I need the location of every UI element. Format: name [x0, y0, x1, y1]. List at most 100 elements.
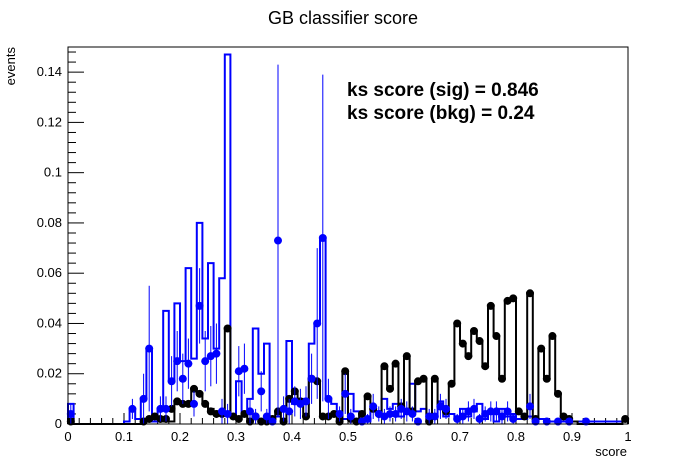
bkg-data-point	[542, 417, 551, 426]
sig-data-point	[520, 412, 529, 421]
bkg-data-point	[526, 402, 534, 411]
bkg-data-point	[246, 407, 254, 416]
bkg-data-point	[503, 407, 512, 416]
sig-data-point	[330, 409, 338, 418]
sig-data-point	[514, 407, 523, 416]
bkg-data-point	[128, 404, 137, 413]
sig-data-point	[391, 359, 400, 368]
bkg-data-point	[139, 394, 148, 403]
sig-data-point	[537, 344, 546, 353]
sig-data-point	[363, 392, 372, 401]
sig-data-point	[453, 319, 462, 328]
sig-data-point	[195, 389, 204, 398]
bkg-data-point	[190, 399, 198, 408]
y-tick-label: 0.1	[44, 165, 62, 180]
sig-data-point	[419, 374, 428, 383]
sig-data-point	[201, 399, 210, 408]
bkg-data-point	[274, 236, 282, 245]
bkg-data-point	[195, 301, 204, 310]
sig-data-point	[358, 409, 366, 418]
y-tick-label: 0	[55, 416, 62, 431]
bkg-data-point	[498, 412, 506, 421]
sig-data-point	[190, 384, 198, 393]
bkg-data-point	[582, 417, 590, 426]
sig-data-point	[167, 404, 176, 413]
sig-data-point	[621, 414, 630, 423]
sig-data-point	[184, 399, 193, 408]
x-axis-label: score	[595, 444, 627, 459]
sig-data-point	[341, 367, 350, 376]
bkg-data-point	[173, 357, 182, 366]
bkg-data-point	[531, 417, 540, 426]
y-axis-ticks: 0 0.02 0.04 0.06 0.08 0.1 0.12 0.14	[37, 51, 84, 431]
sig-data-point	[386, 384, 394, 393]
bkg-data-point	[307, 374, 316, 383]
x-tick-label: 0.7	[451, 429, 469, 444]
chart-title: GB classifier score	[268, 8, 418, 28]
bkg-data-point	[262, 412, 271, 421]
bkg-data-point	[156, 404, 165, 413]
bkg-data-point	[313, 319, 322, 328]
bkg-data-point	[251, 412, 260, 421]
bkg-data-point	[145, 344, 154, 353]
bkg-data-point	[458, 412, 467, 421]
sig-data-point	[380, 362, 389, 371]
bkg-data-point	[285, 407, 294, 416]
sig-data-point	[464, 352, 473, 361]
y-tick-label: 0.14	[37, 64, 62, 79]
y-tick-label: 0.06	[37, 265, 62, 280]
bkg-data-point	[430, 412, 439, 421]
sig-data-point	[509, 294, 518, 303]
bkg-data-point	[391, 409, 400, 418]
sig-data-point	[402, 352, 411, 361]
bkg-data-point	[425, 412, 434, 421]
sig-data-point	[554, 389, 562, 398]
bkg-data-point	[302, 397, 310, 406]
sig-data-point	[486, 301, 495, 310]
bkg-data-point	[341, 389, 350, 398]
bkg-data-point	[240, 364, 249, 373]
sig-data-point	[548, 332, 557, 341]
bkg-data-point	[178, 374, 187, 383]
bkg-data-point	[369, 402, 378, 411]
ks-score-bkg-annotation: ks score (bkg) = 0.24	[347, 103, 535, 124]
bkg-data-point	[414, 417, 422, 426]
sig-data-point	[318, 412, 327, 421]
bkg-data-point	[509, 414, 518, 423]
bkg-data-point	[486, 407, 495, 416]
sig-data-point	[352, 417, 361, 426]
bkg-data-point	[162, 404, 170, 413]
bkg-data-point	[565, 417, 574, 426]
bkg-data-point	[318, 234, 327, 243]
sig-data-point	[498, 374, 506, 383]
x-tick-label: 0	[64, 429, 71, 444]
plot-frame	[67, 46, 629, 425]
y-axis-label: events	[3, 47, 18, 86]
sig-data-point	[234, 414, 243, 423]
x-tick-label: 0.4	[283, 429, 301, 444]
sig-data-point	[475, 337, 484, 346]
x-tick-label: 0.2	[171, 429, 189, 444]
x-tick-label: 0.6	[395, 429, 413, 444]
y-tick-label: 0.04	[37, 315, 62, 330]
x-tick-label: 0.3	[227, 429, 245, 444]
bkg-data-point	[201, 357, 210, 366]
sig-data-point	[470, 327, 478, 336]
bkg-data-point	[492, 407, 501, 416]
ks-score-sig-annotation: ks score (sig) = 0.846	[347, 80, 539, 101]
sig-data-point	[447, 379, 456, 388]
y-tick-label: 0.02	[37, 366, 62, 381]
sig-data-point	[223, 324, 232, 333]
x-tick-label: 0.5	[339, 429, 357, 444]
y-tick-label: 0.12	[37, 114, 62, 129]
bkg-data-point	[475, 414, 484, 423]
x-tick-label: 1	[624, 429, 631, 444]
bkg-data-point	[335, 409, 344, 418]
sig-data-point	[481, 362, 490, 371]
bkg-data-point	[257, 387, 266, 396]
bkg-data-point	[363, 414, 372, 423]
sig-data-point	[492, 332, 501, 341]
sig-data-point	[458, 339, 467, 348]
bkg-data-point	[212, 349, 221, 358]
